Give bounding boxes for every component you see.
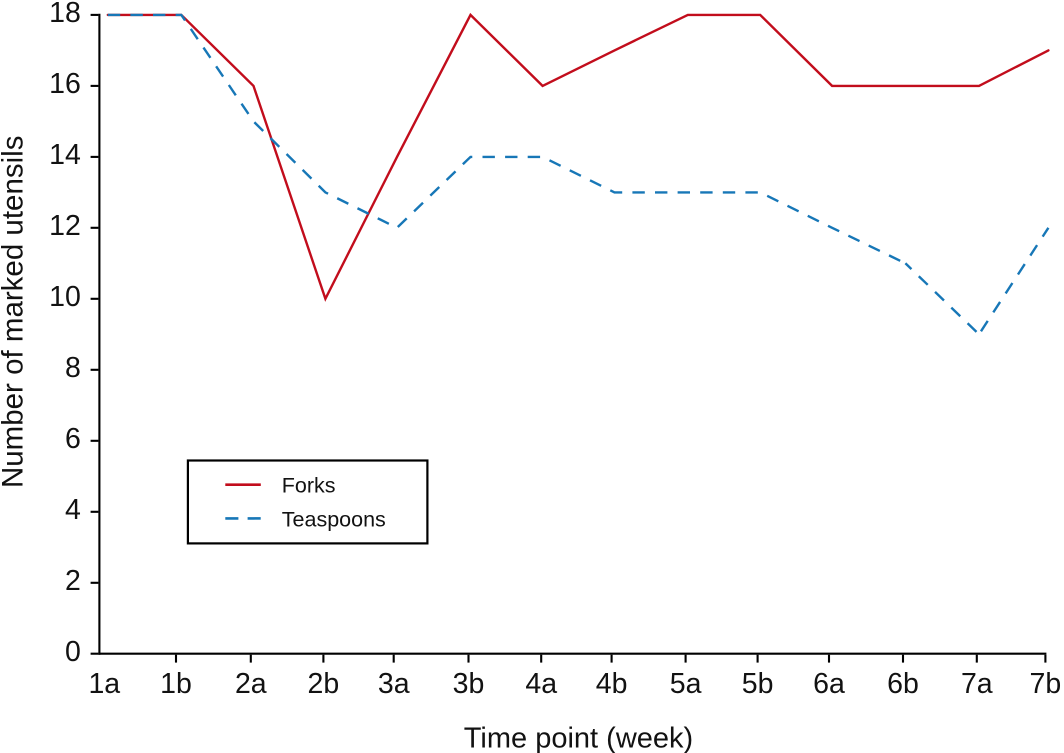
svg-text:Number of marked utensils: Number of marked utensils bbox=[0, 136, 29, 489]
svg-text:2b: 2b bbox=[308, 668, 340, 700]
svg-text:1b: 1b bbox=[160, 668, 192, 700]
svg-text:6b: 6b bbox=[887, 668, 919, 700]
svg-text:4b: 4b bbox=[596, 668, 628, 700]
svg-text:3b: 3b bbox=[453, 668, 485, 700]
svg-text:Forks: Forks bbox=[282, 473, 336, 497]
svg-text:12: 12 bbox=[49, 210, 81, 242]
svg-text:7a: 7a bbox=[961, 668, 993, 700]
svg-text:Time point (week): Time point (week) bbox=[464, 723, 693, 753]
svg-text:2a: 2a bbox=[235, 668, 267, 700]
svg-text:1a: 1a bbox=[88, 668, 120, 700]
svg-text:6a: 6a bbox=[813, 668, 845, 700]
svg-text:4: 4 bbox=[65, 494, 81, 526]
svg-text:3a: 3a bbox=[378, 668, 410, 700]
svg-text:5a: 5a bbox=[670, 668, 702, 700]
svg-text:4a: 4a bbox=[525, 668, 557, 700]
svg-text:16: 16 bbox=[49, 68, 81, 100]
svg-text:Teaspoons: Teaspoons bbox=[282, 507, 386, 531]
svg-text:7b: 7b bbox=[1030, 668, 1062, 700]
svg-text:14: 14 bbox=[49, 139, 81, 171]
svg-text:18: 18 bbox=[49, 0, 81, 29]
svg-text:0: 0 bbox=[65, 636, 81, 668]
svg-text:5b: 5b bbox=[742, 668, 774, 700]
svg-text:10: 10 bbox=[49, 281, 81, 313]
svg-text:2: 2 bbox=[65, 565, 81, 597]
svg-text:6: 6 bbox=[65, 423, 81, 455]
svg-text:8: 8 bbox=[65, 352, 81, 384]
